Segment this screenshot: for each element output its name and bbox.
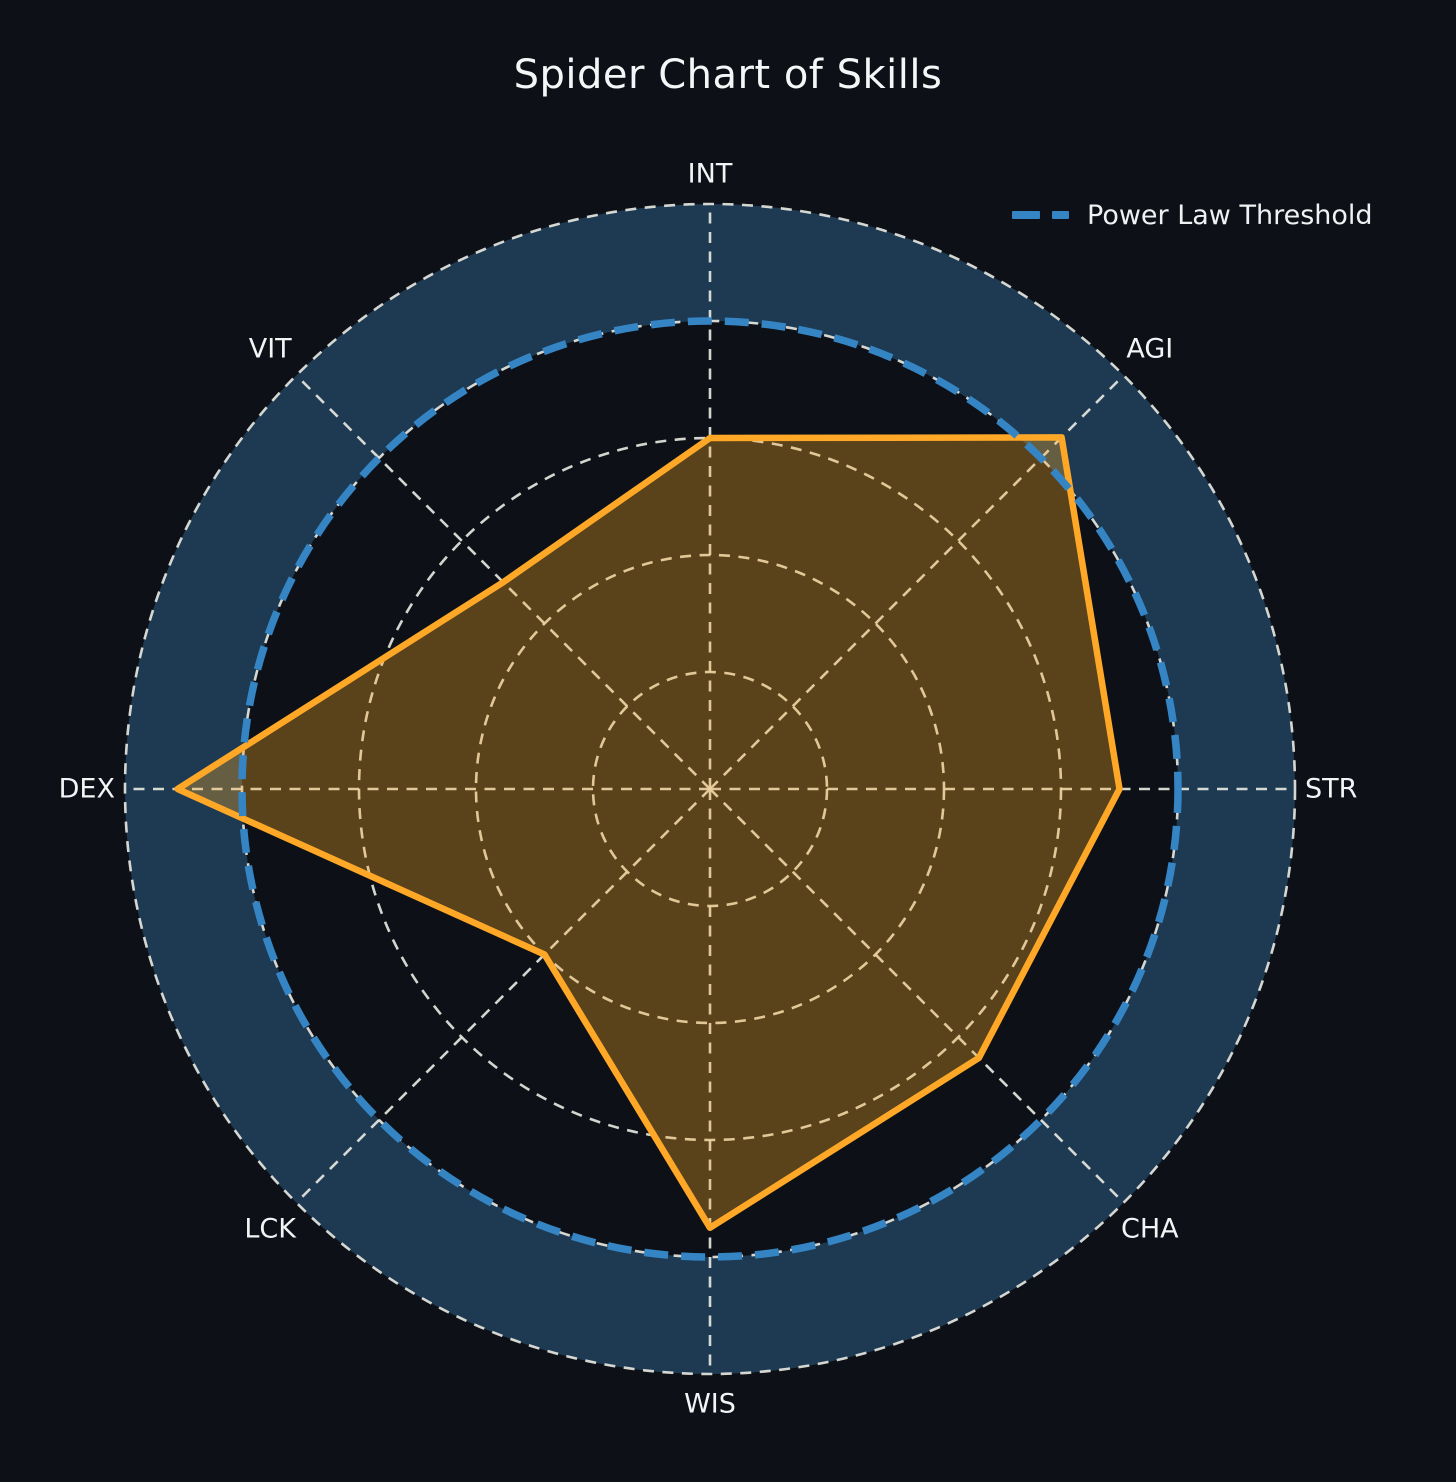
threshold-circle <box>238 317 1182 1261</box>
axis-label-lck: LCK <box>244 1213 297 1244</box>
legend-dash-icon <box>1052 211 1069 219</box>
axis-label-wis: WIS <box>684 1389 736 1420</box>
grid-spoke-cha <box>709 788 1125 1204</box>
axis-label-dex: DEX <box>59 774 115 805</box>
axis-label-str: STR <box>1305 774 1357 805</box>
skills-area <box>174 434 1123 1232</box>
outer-boundary-circle <box>123 202 1297 1376</box>
axis-label-cha: CHA <box>1121 1213 1179 1244</box>
threshold-legend-swatch <box>1012 211 1069 219</box>
legend-label: Power Law Threshold <box>1087 199 1373 231</box>
axis-label-int: INT <box>688 159 733 190</box>
legend-dash-icon <box>1012 211 1040 219</box>
axis-label-agi: AGI <box>1126 334 1173 365</box>
chart-title: Spider Chart of Skills <box>513 52 943 98</box>
grid-spoke-lck <box>295 788 711 1204</box>
axis-label-vit: VIT <box>249 334 292 365</box>
legend: Power Law Threshold <box>1012 196 1373 234</box>
grid-spoke-agi <box>709 374 1125 790</box>
